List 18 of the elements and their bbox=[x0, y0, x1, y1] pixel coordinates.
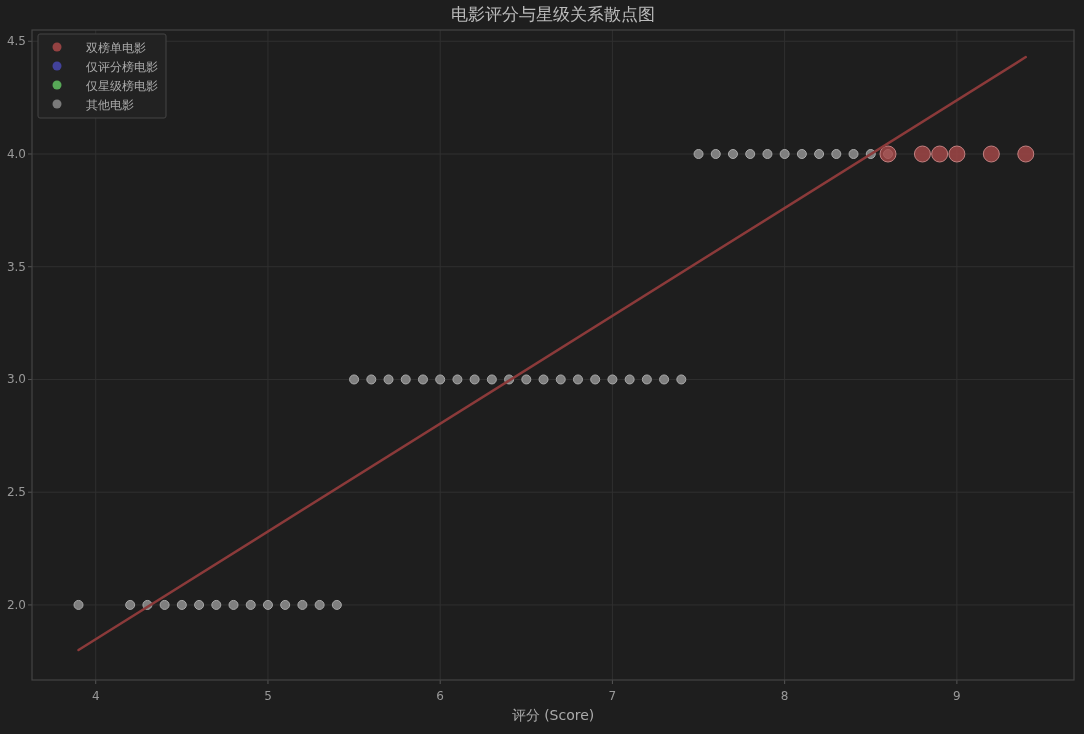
y-tick-label: 3.5 bbox=[6, 259, 26, 274]
x-tick-label: 4 bbox=[91, 689, 100, 703]
x-tick-label: 9 bbox=[953, 689, 961, 703]
x-axis-title: 评分 (Score) bbox=[511, 707, 595, 723]
x-tick-label: 7 bbox=[608, 689, 617, 703]
legend-label: 其他电影 bbox=[86, 97, 134, 112]
y-tick-label: 4.5 bbox=[6, 34, 26, 49]
legend-label: 仅星级榜电影 bbox=[86, 78, 158, 93]
x-tick-label: 8 bbox=[780, 689, 789, 703]
legend-label: 双榜单电影 bbox=[86, 40, 146, 55]
chart-title: 电影评分与星级关系散点图 bbox=[451, 4, 655, 24]
y-tick-label: 4.0 bbox=[6, 147, 26, 161]
y-tick-label: 2.0 bbox=[6, 597, 26, 612]
y-tick-label: 3.0 bbox=[6, 372, 26, 387]
x-tick-label: 6 bbox=[436, 689, 445, 703]
legend-label: 仅评分榜电影 bbox=[86, 59, 158, 74]
y-tick-label: 2.5 bbox=[6, 485, 26, 500]
x-tick-label: 5 bbox=[264, 689, 272, 703]
